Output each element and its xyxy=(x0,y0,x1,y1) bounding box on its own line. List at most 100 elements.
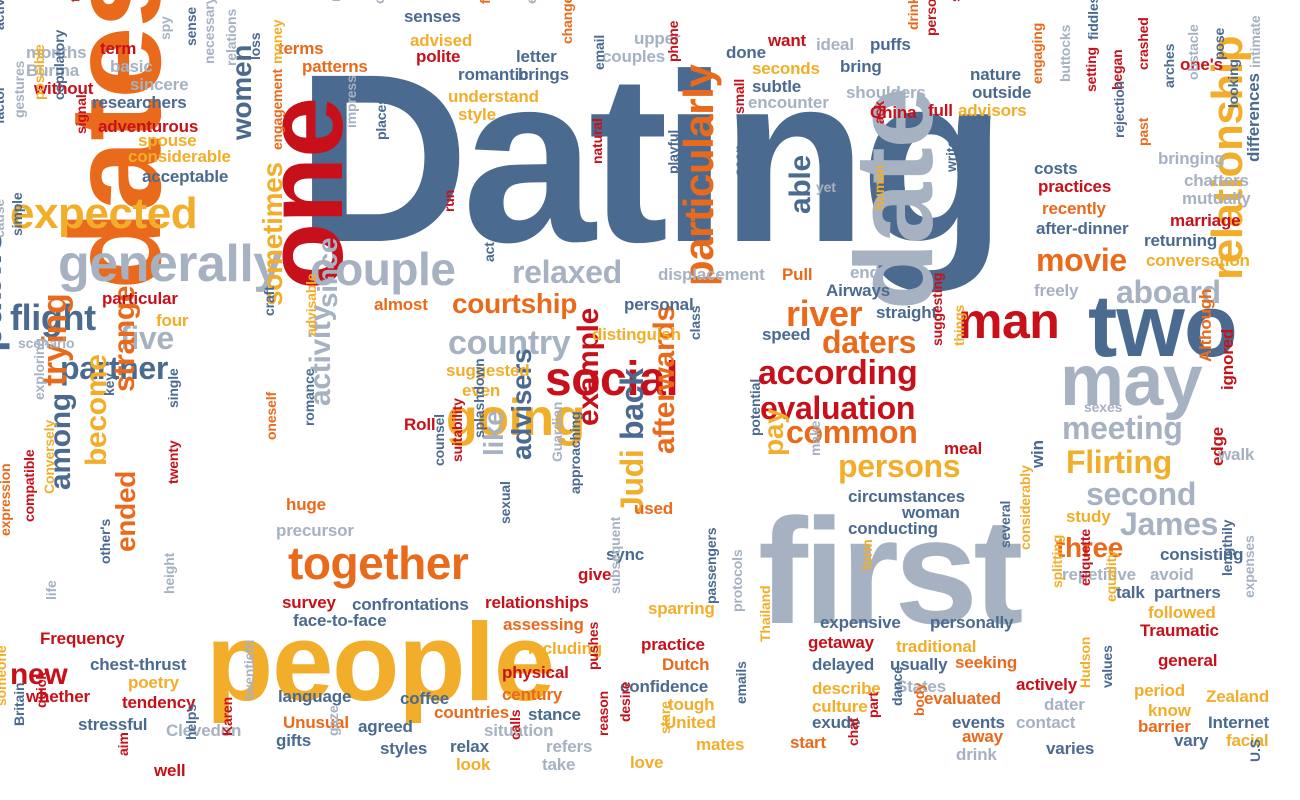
word-etiquette: etiquette xyxy=(1077,528,1093,586)
word-contact: contact xyxy=(1016,713,1076,732)
word-marriage: marriage xyxy=(1170,211,1241,230)
word-two: two xyxy=(1088,276,1238,375)
word-considerably: considerably xyxy=(1017,465,1033,550)
word-circumstances: circumstances xyxy=(848,487,965,506)
word-loss: loss xyxy=(247,32,263,60)
word-persons: persons xyxy=(838,448,961,484)
word-generally: generally xyxy=(58,235,282,293)
word-pose: pose xyxy=(1211,27,1227,60)
word-speed: speed xyxy=(762,325,811,344)
word-advised: advised xyxy=(410,31,473,50)
word-vary: vary xyxy=(1174,731,1209,750)
word-dater: dater xyxy=(1044,695,1085,714)
word-consisting: consisting xyxy=(1160,545,1244,564)
word-basic: basic xyxy=(110,57,153,76)
word-meeting: meeting xyxy=(1062,410,1183,446)
word-want: want xyxy=(768,31,807,50)
word-changed: changed xyxy=(559,0,575,44)
word-karen: Karen xyxy=(219,697,235,736)
word-movie: movie xyxy=(1036,242,1127,278)
word-suggesting: suggesting xyxy=(929,272,945,346)
word-potential: potential xyxy=(747,378,763,436)
word-crashed: crashed xyxy=(1135,17,1151,70)
word-couple: couple xyxy=(310,243,456,295)
word-start: start xyxy=(790,733,826,752)
word-according: according xyxy=(758,354,918,392)
word-months: months xyxy=(26,43,87,62)
word-win: win xyxy=(1028,440,1047,468)
word-found: found xyxy=(477,0,493,4)
word-brings: brings xyxy=(518,65,569,84)
word-twentieth: twentieth xyxy=(241,639,257,700)
word-hudson: Hudson xyxy=(1077,636,1093,688)
word-culture: culture xyxy=(812,697,868,716)
word-form: form xyxy=(859,539,875,570)
word-traumatic: Traumatic xyxy=(1140,621,1219,640)
word-particular: particular xyxy=(102,289,178,308)
word-letter: letter xyxy=(516,47,557,66)
word-styles: styles xyxy=(380,739,428,758)
word-upper: upper xyxy=(634,29,681,48)
word-ideal: ideal xyxy=(816,35,854,54)
word-chest-thrust: chest-thrust xyxy=(90,655,187,674)
word-shoulders: shoulders xyxy=(846,83,926,102)
word-expression: expression xyxy=(0,463,13,536)
word-including: including xyxy=(528,639,603,658)
word-flight: flight xyxy=(10,297,96,338)
word-thailand: Thailand xyxy=(757,585,773,642)
word-getaway: getaway xyxy=(808,633,874,652)
word-sexes: sexes xyxy=(1084,399,1123,415)
word-sexual: sexual xyxy=(497,481,513,524)
word-sincere: sincere xyxy=(130,75,189,94)
word-advisable: advisable xyxy=(303,273,319,336)
word-advisors: advisors xyxy=(958,101,1027,120)
word-mutually: mutually xyxy=(1182,189,1251,208)
word-puffs: puffs xyxy=(870,35,911,54)
word-confidence: confidence xyxy=(620,677,709,696)
word-bring: bring xyxy=(840,57,882,76)
word-physical: physical xyxy=(502,663,569,682)
word-know: know xyxy=(1148,701,1191,720)
word-five: five xyxy=(120,320,174,356)
word-survey: survey xyxy=(282,593,336,612)
word-general: general xyxy=(1158,651,1218,670)
word-practice: practice xyxy=(641,635,705,654)
word-yet: yet xyxy=(816,179,836,195)
word-things: things xyxy=(951,304,967,346)
word-couples: couples xyxy=(602,47,666,66)
word-used: used xyxy=(634,499,673,518)
word-expected: expected xyxy=(10,189,198,238)
word-differences: differences xyxy=(1244,73,1263,162)
word-daters: daters xyxy=(822,324,917,360)
word-exude: exude xyxy=(812,713,861,732)
word-engaging: engaging xyxy=(1029,22,1045,84)
word-displacement: displacement xyxy=(658,265,765,284)
word-possible: possible xyxy=(31,44,47,100)
word-returning: returning xyxy=(1144,231,1218,250)
word-able: able xyxy=(784,155,817,214)
word-man: man xyxy=(958,293,1060,349)
word-class: class xyxy=(687,305,703,340)
word-drink: drink xyxy=(956,745,997,764)
word-human: human xyxy=(871,164,887,210)
word-tendency: tendency xyxy=(122,693,196,712)
word-romantic: romantic xyxy=(458,65,529,84)
word-four: four xyxy=(156,311,189,330)
word-back: back xyxy=(614,368,650,440)
word-life: life xyxy=(43,580,59,600)
word-zealand: Zealand xyxy=(1206,687,1270,706)
word-dance: dance xyxy=(889,666,905,706)
word-combined: combined xyxy=(779,551,795,616)
word-seeking: seeking xyxy=(955,653,1018,672)
word-passengers: passengers xyxy=(703,527,719,604)
word-cause: cause xyxy=(0,199,7,238)
word-conversely: Conversely xyxy=(41,419,57,494)
word-flirting: Flirting xyxy=(1066,444,1172,480)
word-partner: partner xyxy=(60,350,169,386)
word-us: U.S xyxy=(1247,739,1263,762)
word-actively: actively xyxy=(1016,675,1078,694)
word-lengthily: lengthily xyxy=(1219,519,1235,576)
word-height: height xyxy=(161,552,177,594)
word-particularly: particularly xyxy=(675,64,722,286)
word-single: single xyxy=(165,368,181,408)
